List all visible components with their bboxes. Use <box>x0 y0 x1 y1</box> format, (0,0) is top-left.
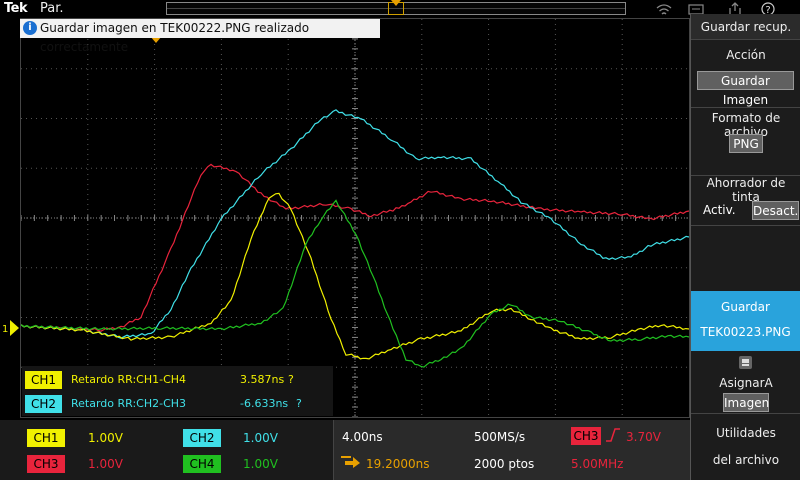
horizontal-trigger-panel[interactable]: 4.00ns 500MS/s 19.2000ns 2000 ptos CH3 3… <box>333 420 690 480</box>
assign-value-button[interactable]: Imagen <box>723 393 769 412</box>
ch4-scale[interactable]: 1.00V <box>243 457 278 471</box>
ch2-scale[interactable]: 1.00V <box>243 431 278 445</box>
delay-arrow-icon <box>341 456 360 468</box>
file-format-section[interactable]: Formato de archivo PNG <box>691 108 800 176</box>
record-length-readout: 2000 ptos <box>474 457 535 471</box>
ch3-scale[interactable]: 1.00V <box>88 457 123 471</box>
svg-text:?: ? <box>765 5 770 16</box>
ch2-badge[interactable]: CH2 <box>183 429 221 447</box>
measurement-panel[interactable]: CH1 Retardo RR:CH1-CH4 3.587ns ? CH2 Ret… <box>22 366 333 416</box>
measurement-row[interactable]: CH1 Retardo RR:CH1-CH4 3.587ns ? <box>22 369 333 391</box>
trigger-frequency-readout: 5.00MHz <box>571 457 624 471</box>
ch3-badge[interactable]: CH3 <box>27 455 65 473</box>
measurement-status: ? <box>296 397 302 410</box>
side-menu: Guardar recup. Acción Guardar Imagen For… <box>690 14 800 480</box>
measurement-status: ? <box>288 373 294 386</box>
trigger-position-icon <box>391 0 401 6</box>
timebase-readout[interactable]: 4.00ns <box>342 430 383 444</box>
ch1-waveform <box>20 192 690 360</box>
measurement-channel-badge: CH1 <box>25 371 62 389</box>
ch1-scale[interactable]: 1.00V <box>88 431 123 445</box>
file-format-button[interactable]: PNG <box>729 134 763 153</box>
waveform-display[interactable] <box>20 18 690 418</box>
rising-edge-icon <box>606 428 620 442</box>
measurement-label: Retardo RR:CH2-CH3 <box>71 397 187 410</box>
save-label: Guardar <box>721 300 770 314</box>
measurement-label: Retardo RR:CH1-CH4 <box>71 373 187 386</box>
assign-label: AsignarA <box>719 376 773 390</box>
ch3-waveform <box>20 163 690 332</box>
assign-section[interactable]: AsignarA Imagen <box>691 351 800 414</box>
trigger-source-badge[interactable]: CH3 <box>571 427 601 445</box>
trigger-level-readout[interactable]: 3.70V <box>626 430 661 444</box>
file-utilities-label-2: del archivo <box>712 453 780 467</box>
ink-saver-section[interactable]: Ahorrador de tinta Activ. Desact. <box>691 176 800 226</box>
save-button[interactable]: Guardar TEK00223.PNG <box>691 291 800 351</box>
acquisition-mode: Par. <box>40 1 64 16</box>
measurement-row[interactable]: CH2 Retardo RR:CH2-CH3 -6.633ns ? <box>22 393 333 415</box>
svg-text:1: 1 <box>2 324 8 335</box>
action-label: Acción <box>726 48 766 62</box>
status-message-text: Guardar imagen en TEK00222.PNG realizado… <box>40 21 310 54</box>
action-section[interactable]: Acción Guardar Imagen <box>691 40 800 108</box>
measurement-value: -6.633ns <box>240 397 289 410</box>
action-value-button[interactable]: Guardar Imagen <box>697 71 794 107</box>
delay-readout[interactable]: 19.2000ns <box>366 457 430 471</box>
wifi-icon <box>656 4 672 15</box>
brand-logo: Tek <box>4 1 28 16</box>
ch1-badge[interactable]: CH1 <box>27 429 65 447</box>
ink-saver-on-option[interactable]: Activ. <box>703 203 736 217</box>
measurement-value: 3.587ns <box>240 373 285 386</box>
status-message: i Guardar imagen en TEK00222.PNG realiza… <box>20 19 380 54</box>
ch4-badge[interactable]: CH4 <box>183 455 221 473</box>
print-icon <box>739 356 752 369</box>
system-icons: ? <box>654 1 794 17</box>
side-menu-header: Guardar recup. <box>691 14 800 40</box>
top-status-bar: Tek Par. ? <box>0 0 800 18</box>
ch2-waveform <box>20 109 690 339</box>
ch1-ground-marker-icon[interactable]: 1 <box>0 319 20 337</box>
side-menu-blank-section <box>691 226 800 291</box>
ch4-waveform <box>20 199 690 368</box>
sample-rate-readout: 500MS/s <box>474 430 526 444</box>
graticule <box>20 18 690 418</box>
measurement-channel-badge: CH2 <box>25 395 62 413</box>
side-menu-title: Guardar recup. <box>700 20 792 34</box>
ink-saver-off-option[interactable]: Desact. <box>752 201 799 220</box>
save-filename: TEK00223.PNG <box>700 325 791 339</box>
file-utilities-section[interactable]: Utilidades del archivo <box>691 414 800 480</box>
info-icon: i <box>23 21 37 35</box>
file-utilities-label-1: Utilidades <box>716 426 776 440</box>
ink-saver-label: Ahorrador de tinta <box>706 176 786 204</box>
